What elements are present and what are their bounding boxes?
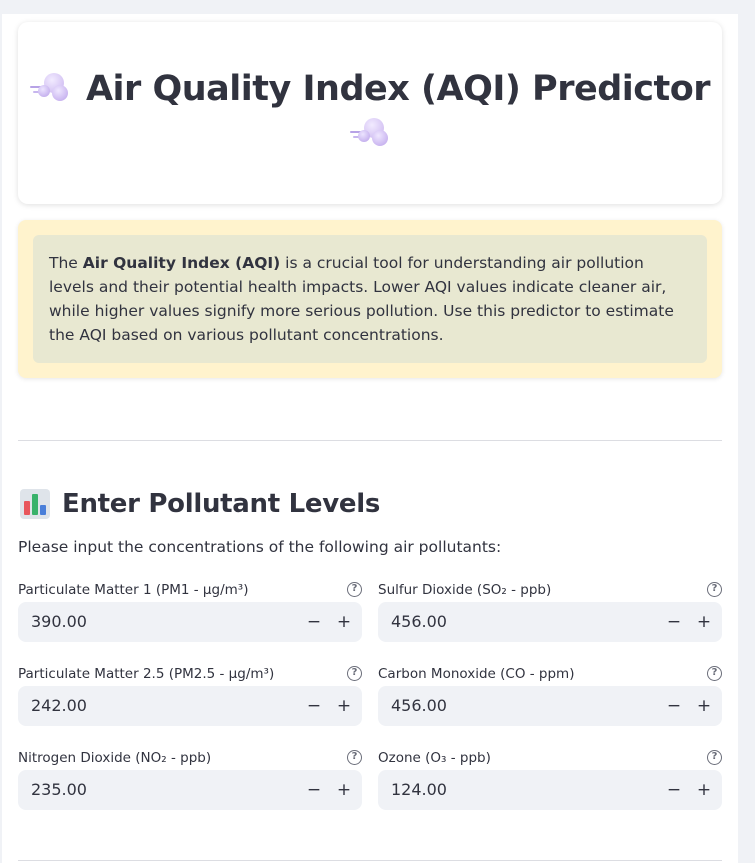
input-value[interactable]: 390.00 [31, 612, 87, 631]
decrement-button[interactable]: − [306, 780, 322, 800]
o3-field: Ozone (O₃ - ppb) ? 124.00 − + [378, 750, 722, 822]
pm1-field: Particulate Matter 1 (PM1 - µg/m³) ? 390… [18, 582, 362, 654]
section-header: Enter Pollutant Levels [20, 484, 380, 524]
section-title: Enter Pollutant Levels [62, 489, 380, 519]
cloud-puff-icon [29, 69, 70, 109]
divider [18, 440, 722, 441]
increment-button[interactable]: + [696, 612, 712, 632]
bar-chart-icon [20, 489, 50, 519]
o3-input[interactable]: 124.00 − + [378, 770, 722, 810]
field-label: Sulfur Dioxide (SO₂ - ppb) [378, 582, 552, 598]
so2-field: Sulfur Dioxide (SO₂ - ppb) ? 456.00 − + [378, 582, 722, 654]
help-icon[interactable]: ? [347, 582, 362, 597]
field-label: Nitrogen Dioxide (NO₂ - ppb) [18, 750, 212, 766]
section-subtitle: Please input the concentrations of the f… [18, 538, 502, 556]
increment-button[interactable]: + [336, 696, 352, 716]
increment-button[interactable]: + [696, 696, 712, 716]
info-text: The Air Quality Index (AQI) is a crucial… [33, 235, 707, 363]
increment-button[interactable]: + [696, 780, 712, 800]
input-value[interactable]: 242.00 [31, 696, 87, 715]
field-label: Carbon Monoxide (CO - ppm) [378, 666, 575, 682]
divider [18, 860, 722, 861]
page-title: Air Quality Index (AQI) Predictor [85, 69, 711, 109]
pm25-field: Particulate Matter 2.5 (PM2.5 - µg/m³) ?… [18, 666, 362, 738]
input-value[interactable]: 235.00 [31, 780, 87, 799]
decrement-button[interactable]: − [306, 612, 322, 632]
no2-field: Nitrogen Dioxide (NO₂ - ppb) ? 235.00 − … [18, 750, 362, 822]
info-bold-term: Air Quality Index (AQI) [82, 254, 281, 272]
decrement-button[interactable]: − [666, 780, 682, 800]
increment-button[interactable]: + [336, 780, 352, 800]
input-value[interactable]: 124.00 [391, 780, 447, 799]
help-icon[interactable]: ? [707, 666, 722, 681]
input-value[interactable]: 456.00 [391, 612, 447, 631]
co-input[interactable]: 456.00 − + [378, 686, 722, 726]
pm25-input[interactable]: 242.00 − + [18, 686, 362, 726]
decrement-button[interactable]: − [666, 612, 682, 632]
help-icon[interactable]: ? [347, 750, 362, 765]
help-icon[interactable]: ? [707, 582, 722, 597]
pm1-input[interactable]: 390.00 − + [18, 602, 362, 642]
field-label: Particulate Matter 2.5 (PM2.5 - µg/m³) [18, 666, 275, 682]
decrement-button[interactable]: − [666, 696, 682, 716]
field-label: Ozone (O₃ - ppb) [378, 750, 491, 766]
title-card: Air Quality Index (AQI) Predictor [18, 22, 722, 204]
decrement-button[interactable]: − [306, 696, 322, 716]
help-icon[interactable]: ? [347, 666, 362, 681]
help-icon[interactable]: ? [707, 750, 722, 765]
co-field: Carbon Monoxide (CO - ppm) ? 456.00 − + [378, 666, 722, 738]
info-box: The Air Quality Index (AQI) is a crucial… [18, 220, 722, 378]
field-label: Particulate Matter 1 (PM1 - µg/m³) [18, 582, 249, 598]
cloud-puff-icon [350, 114, 390, 154]
main-container: Air Quality Index (AQI) Predictor The Ai… [2, 14, 738, 863]
increment-button[interactable]: + [336, 612, 352, 632]
input-value[interactable]: 456.00 [391, 696, 447, 715]
no2-input[interactable]: 235.00 − + [18, 770, 362, 810]
so2-input[interactable]: 456.00 − + [378, 602, 722, 642]
